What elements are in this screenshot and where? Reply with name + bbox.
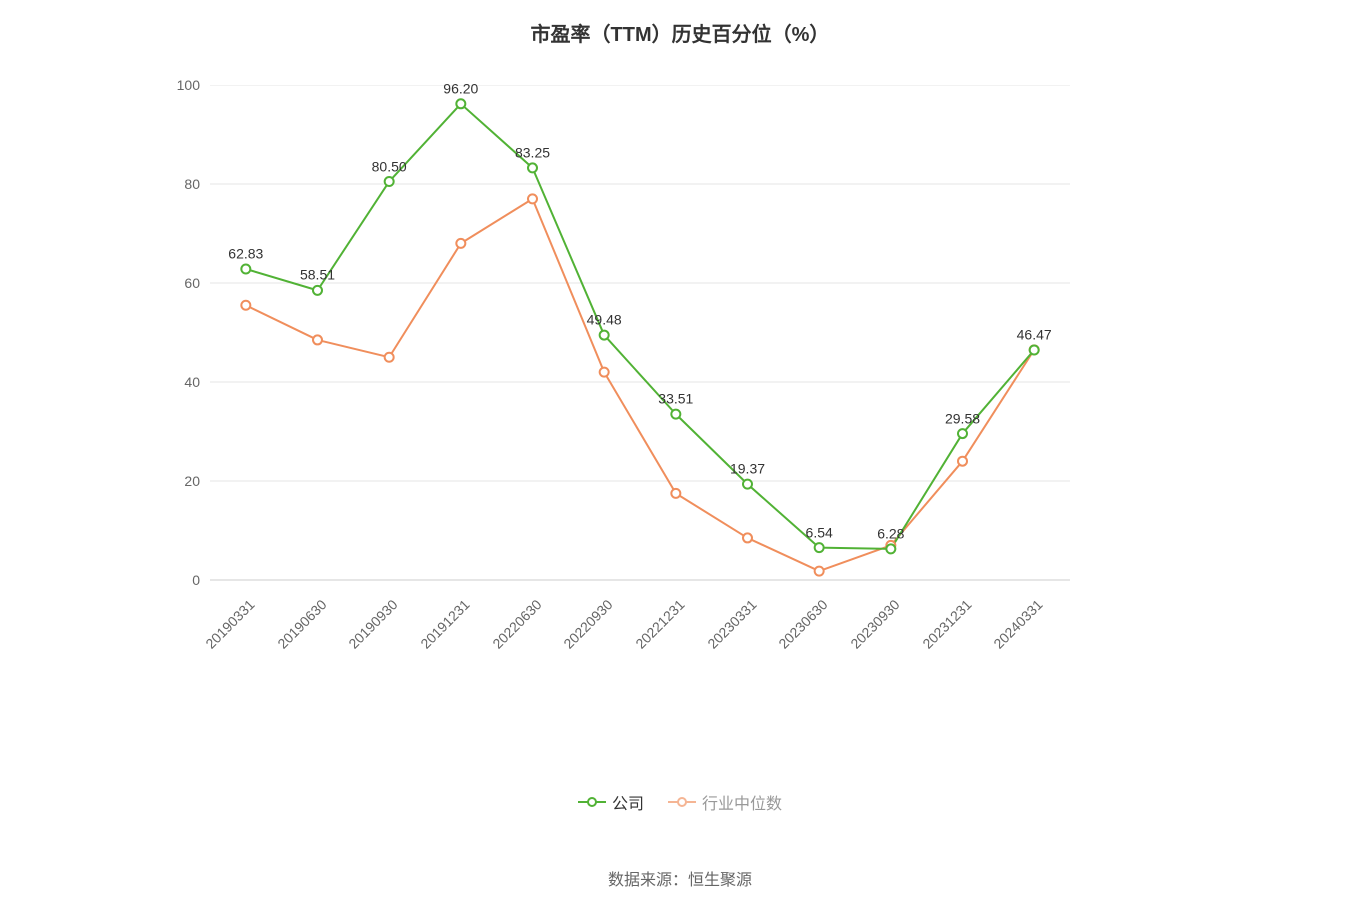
legend-swatch	[578, 795, 606, 809]
value-label: 80.50	[372, 158, 407, 174]
y-tick-label: 0	[170, 572, 200, 588]
value-label: 58.51	[300, 267, 335, 283]
value-label: 46.47	[1017, 326, 1052, 342]
x-tick-label: 20191231	[417, 596, 472, 651]
x-tick-label: 20230331	[704, 596, 759, 651]
value-label: 83.25	[515, 144, 550, 160]
legend-item-company[interactable]: 公司	[578, 790, 644, 814]
data-source-text: 恒生聚源	[688, 872, 752, 889]
chart-container: 市盈率（TTM）历史百分位（%） 0 20 40 60 80 100 20190331 20…	[0, 0, 1360, 920]
x-tick-label: 20221231	[632, 596, 687, 651]
data-source-prefix: 数据来源：	[608, 872, 688, 889]
x-tick-label: 20220630	[489, 596, 544, 651]
value-label: 6.54	[806, 524, 833, 540]
y-tick-label: 60	[170, 275, 200, 291]
value-label: 19.37	[730, 461, 765, 477]
legend-item-industry_median[interactable]: 行业中位数	[668, 790, 782, 814]
value-label: 29.58	[945, 410, 980, 426]
x-tick-label: 20190331	[202, 596, 257, 651]
legend-label: 公司	[612, 790, 644, 814]
y-tick-label: 40	[170, 374, 200, 390]
value-label: 33.51	[658, 391, 693, 407]
x-tick-label: 20230630	[775, 596, 830, 651]
chart-title: 市盈率（TTM）历史百分位（%）	[0, 18, 1360, 47]
data-source: 数据来源：恒生聚源	[0, 866, 1360, 890]
y-tick-label: 20	[170, 473, 200, 489]
legend-swatch	[668, 795, 696, 809]
x-tick-label: 20231231	[919, 596, 974, 651]
value-label: 96.20	[443, 80, 478, 96]
x-tick-label: 20190630	[274, 596, 329, 651]
legend-label: 行业中位数	[702, 790, 782, 814]
x-tick-label: 20190930	[345, 596, 400, 651]
value-label: 49.48	[587, 311, 622, 327]
chart-legend: 公司 行业中位数	[0, 790, 1360, 814]
x-tick-label: 20230930	[847, 596, 902, 651]
chart-plot	[210, 85, 1070, 582]
value-label: 6.28	[877, 525, 904, 541]
y-tick-label: 80	[170, 176, 200, 192]
x-tick-label: 20240331	[990, 596, 1045, 651]
y-tick-label: 100	[170, 77, 200, 93]
x-tick-label: 20220930	[560, 596, 615, 651]
value-label: 62.83	[228, 245, 263, 261]
